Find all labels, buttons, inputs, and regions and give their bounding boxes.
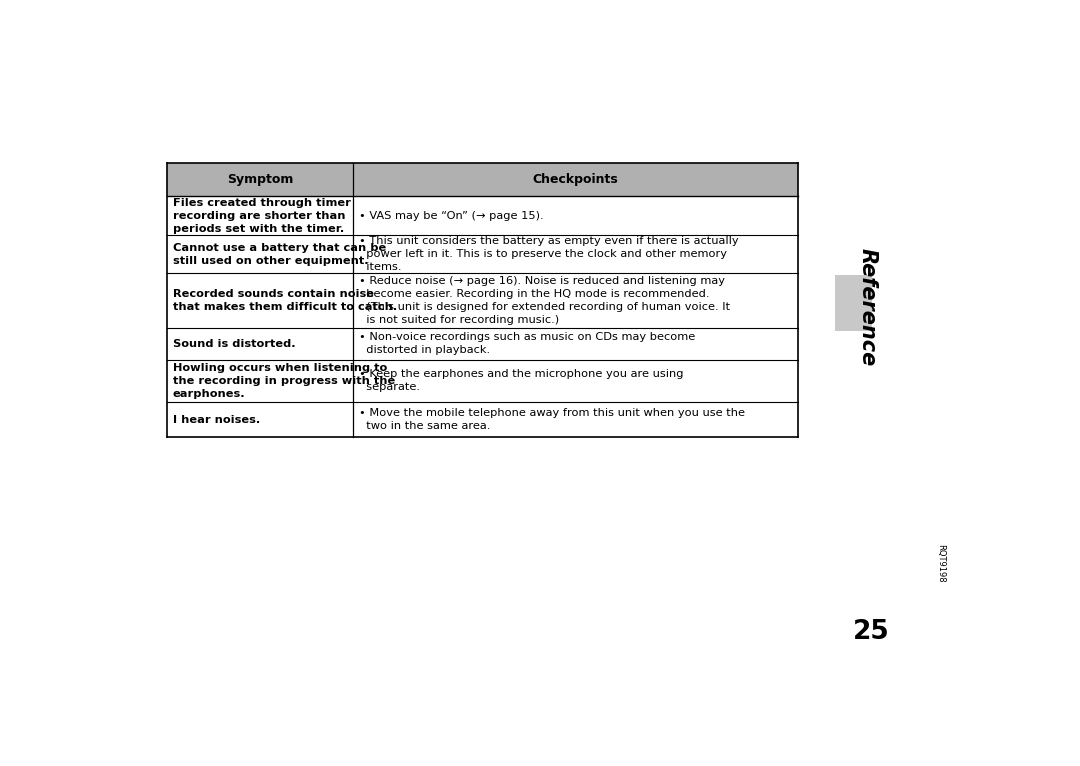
Text: 25: 25 [853, 619, 890, 645]
Text: Checkpoints: Checkpoints [532, 173, 619, 186]
Text: • This unit considers the battery as empty even if there is actually
  power lef: • This unit considers the battery as emp… [359, 237, 739, 272]
Text: Sound is distorted.: Sound is distorted. [173, 339, 295, 349]
Text: RQT9198: RQT9198 [936, 545, 945, 583]
Text: Cannot use a battery that can be
still used on other equipment.: Cannot use a battery that can be still u… [173, 243, 386, 266]
Text: • Non-voice recordings such as music on CDs may become
  distorted in playback.: • Non-voice recordings such as music on … [359, 332, 696, 355]
Text: • VAS may be “On” (→ page 15).: • VAS may be “On” (→ page 15). [359, 211, 543, 221]
Text: I hear noises.: I hear noises. [173, 414, 260, 424]
Text: Symptom: Symptom [227, 173, 293, 186]
Text: • Reduce noise (→ page 16). Noise is reduced and listening may
  become easier. : • Reduce noise (→ page 16). Noise is red… [359, 277, 730, 325]
Text: Recorded sounds contain noise
that makes them difficult to catch.: Recorded sounds contain noise that makes… [173, 290, 397, 312]
FancyBboxPatch shape [835, 275, 872, 331]
Text: Reference: Reference [858, 248, 877, 366]
Text: • Move the mobile telephone away from this unit when you use the
  two in the sa: • Move the mobile telephone away from th… [359, 408, 745, 431]
FancyBboxPatch shape [166, 162, 798, 196]
Text: • Keep the earphones and the microphone you are using
  separate.: • Keep the earphones and the microphone … [359, 369, 684, 392]
Text: Howling occurs when listening to
the recording in progress with the
earphones.: Howling occurs when listening to the rec… [173, 363, 395, 398]
Text: Files created through timer
recording are shorter than
periods set with the time: Files created through timer recording ar… [173, 198, 351, 234]
